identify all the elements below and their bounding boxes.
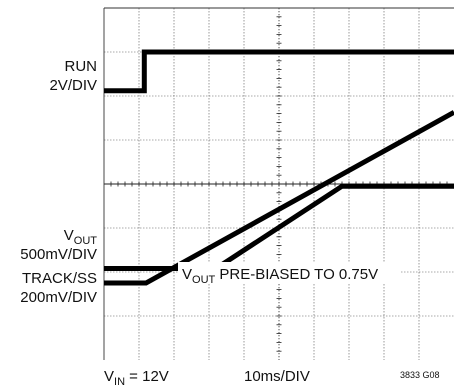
track-ss-label: TRACK/SS [22,270,97,287]
waveform-traces [104,49,454,286]
track-ss-scale-label: 200mV/DIV [20,289,97,306]
vout-scale-label: 500mV/DIV [20,246,97,263]
run-label: RUN [65,58,98,75]
vin-label: VIN = 12V [104,368,169,386]
trace-run [104,49,454,94]
time-scale-label: 10ms/DIV [244,368,310,385]
vout-label: VOUT [64,227,98,247]
trace-track-ss [104,110,454,286]
trace-vout [104,183,454,271]
run-scale-label: 2V/DIV [49,77,97,94]
figure-id: 3833 G08 [400,370,440,380]
annotation-background [178,262,400,284]
pre-bias-annotation: VOUT PRE-BIASED TO 0.75V [182,266,378,286]
